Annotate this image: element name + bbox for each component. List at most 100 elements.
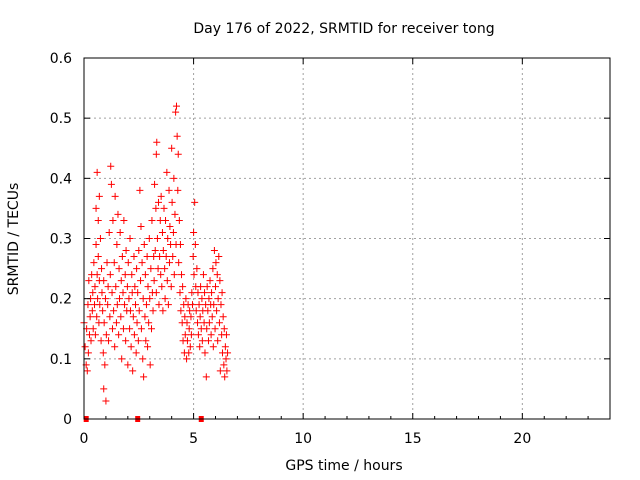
- data-point: [123, 283, 131, 291]
- data-point: [92, 204, 100, 212]
- data-point: [152, 150, 160, 158]
- data-point: [198, 337, 206, 345]
- data-point: [201, 349, 209, 357]
- data-point: [137, 222, 145, 230]
- data-point: [187, 313, 195, 321]
- data-point: [196, 343, 204, 351]
- data-point: [179, 283, 187, 291]
- data-point: [116, 295, 124, 303]
- data-point: [221, 373, 229, 381]
- data-point: [115, 265, 123, 273]
- data-point: [214, 337, 222, 345]
- data-point: [170, 174, 178, 182]
- data-point: [199, 271, 207, 279]
- data-point: [96, 235, 104, 242]
- data-point: [172, 102, 180, 110]
- data-point: [187, 331, 195, 339]
- data-point: [85, 331, 93, 339]
- data-point: [156, 253, 164, 261]
- data-point: [122, 247, 130, 255]
- data-point: [212, 283, 219, 291]
- data-point: [223, 367, 231, 375]
- data-point: [83, 367, 91, 375]
- data-point: [170, 271, 178, 279]
- data-point: [120, 216, 128, 224]
- data-point: [169, 253, 177, 261]
- data-point: [155, 198, 163, 206]
- data-point: [118, 355, 126, 363]
- y-tick-label: 0.2: [50, 292, 72, 308]
- data-point: [107, 180, 115, 188]
- data-point: [183, 355, 191, 363]
- x-tick-label: 10: [294, 431, 312, 447]
- data-point: [151, 180, 159, 188]
- data-point: [212, 259, 220, 267]
- data-point: [135, 307, 143, 315]
- data-point: [139, 355, 147, 363]
- y-tick-label: 0: [63, 412, 72, 428]
- data-point: [144, 343, 152, 351]
- data-point: [164, 235, 172, 242]
- data-point: [107, 162, 115, 170]
- data-point: [140, 241, 148, 249]
- chart-title: Day 176 of 2022, SRMTID for receiver ton…: [193, 21, 494, 37]
- data-point: [152, 204, 160, 212]
- data-point: [194, 319, 202, 327]
- data-point: [94, 253, 102, 261]
- data-point: [159, 307, 167, 315]
- data-point: [89, 325, 97, 333]
- data-point: [190, 271, 198, 279]
- data-point: [110, 259, 118, 267]
- data-point: [174, 186, 182, 194]
- data-point: [89, 289, 97, 297]
- data-point: [101, 295, 109, 303]
- x-tick-label: 0: [80, 431, 89, 447]
- data-point: [155, 301, 163, 309]
- data-point: [161, 295, 169, 303]
- data-point: [135, 247, 143, 255]
- data-point: [137, 277, 145, 285]
- data-point: [172, 108, 180, 116]
- data-point: [188, 289, 196, 297]
- x-axis-label: GPS time / hours: [285, 458, 402, 474]
- data-point: [112, 283, 120, 291]
- data-point: [122, 337, 130, 345]
- data-point: [113, 301, 121, 309]
- data-point: [110, 307, 118, 315]
- x-tick-label: 20: [513, 431, 531, 447]
- data-point: [125, 295, 133, 303]
- data-point: [101, 361, 109, 369]
- data-points: [80, 102, 232, 405]
- data-point: [105, 228, 113, 236]
- data-point: [85, 277, 93, 285]
- data-point: [111, 343, 119, 351]
- data-point: [108, 289, 116, 297]
- data-point: [190, 228, 198, 236]
- data-point: [106, 271, 114, 279]
- data-point: [93, 168, 101, 176]
- data-point: [204, 337, 212, 345]
- data-point: [97, 337, 105, 345]
- data-point: [100, 277, 108, 285]
- data-point: [196, 313, 204, 321]
- data-point: [191, 198, 199, 206]
- data-point: [173, 132, 181, 140]
- data-point: [189, 253, 197, 261]
- data-point: [99, 349, 107, 357]
- data-point: [150, 253, 158, 261]
- data-point: [164, 301, 172, 309]
- data-point: [219, 313, 227, 321]
- data-point: [109, 216, 117, 224]
- data-point: [124, 361, 132, 369]
- data-point: [102, 397, 110, 405]
- data-point: [136, 186, 144, 194]
- y-tick-label: 0.4: [50, 171, 72, 187]
- data-point: [181, 313, 189, 321]
- data-point: [114, 210, 122, 218]
- data-point: [216, 277, 224, 285]
- data-point: [213, 271, 221, 279]
- data-point: [103, 259, 111, 267]
- grid-lines: [84, 58, 610, 419]
- data-point: [197, 283, 205, 291]
- data-point: [161, 265, 169, 273]
